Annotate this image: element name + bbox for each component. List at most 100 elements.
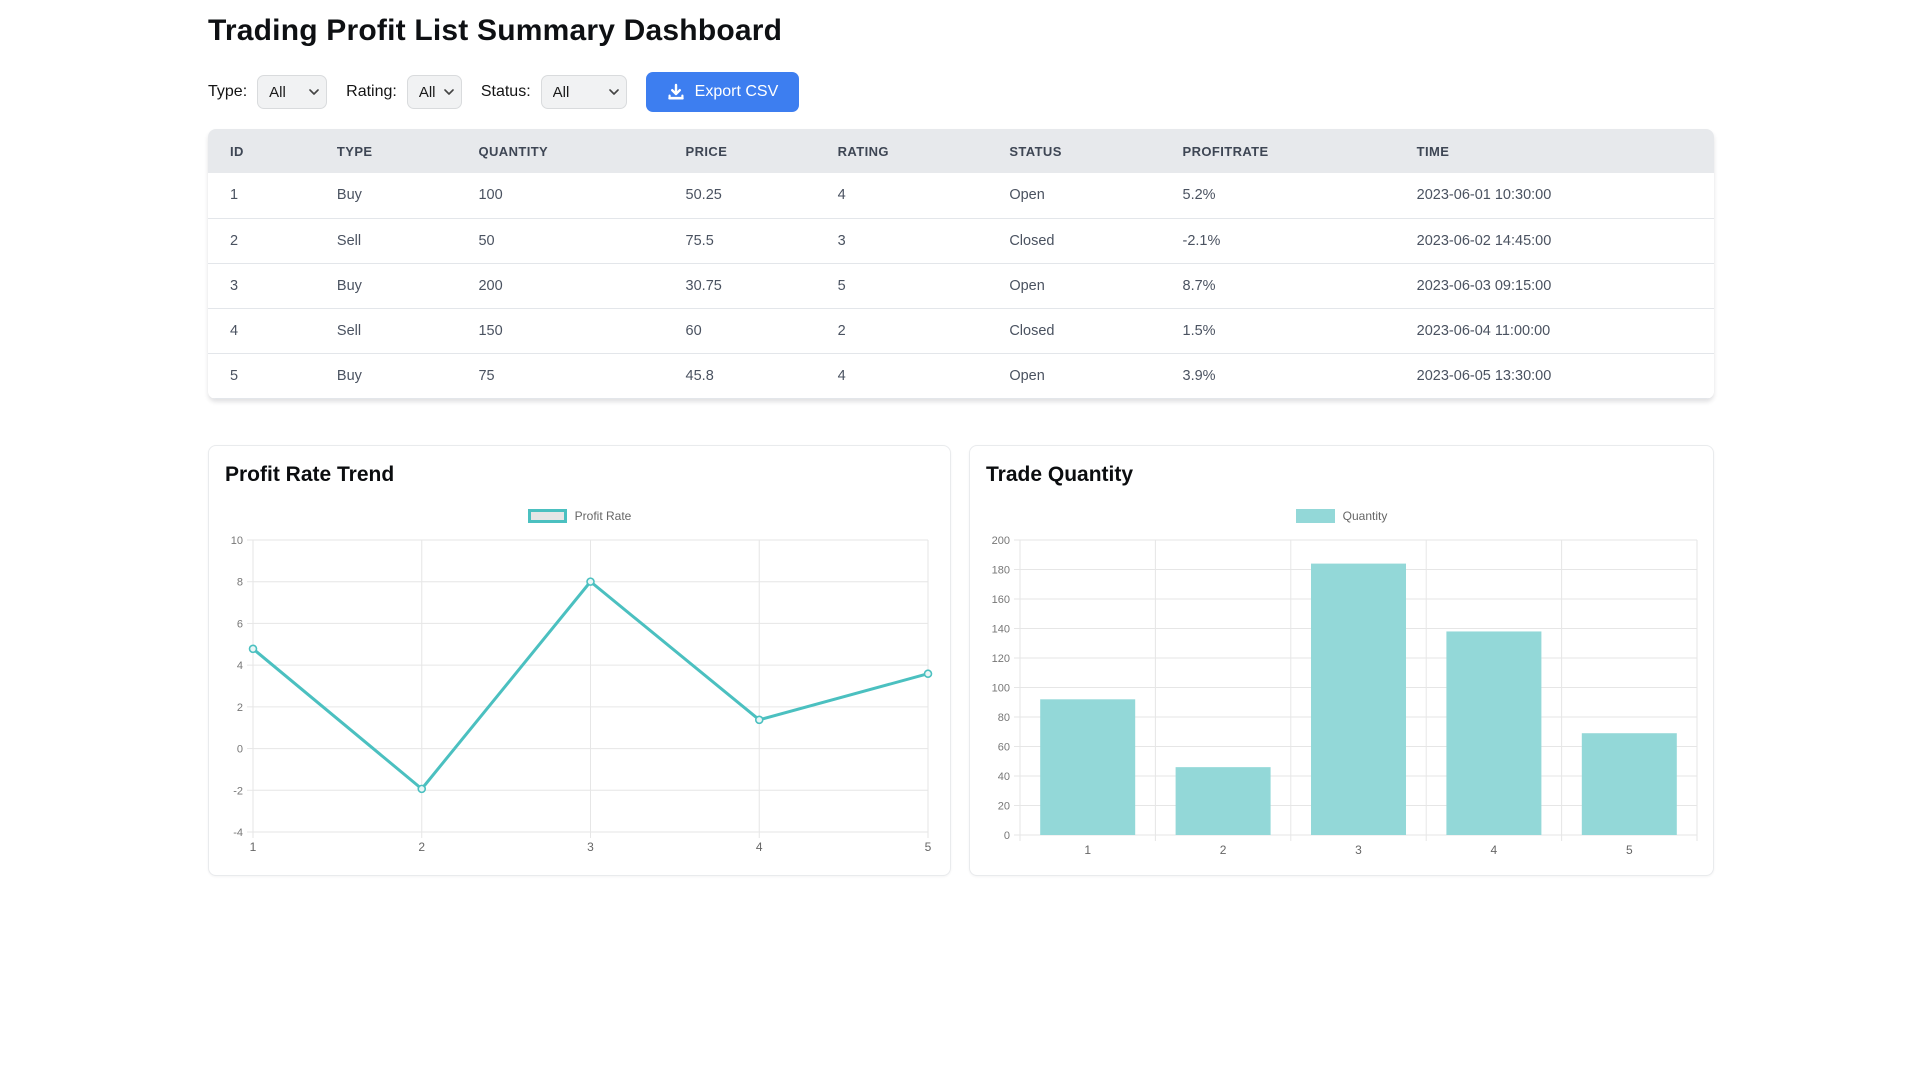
- line-point: [923, 668, 933, 678]
- charts-row: Profit Rate Trend Profit Rate 10 8 6 4 2 0 -2-…: [208, 444, 1714, 876]
- cell-id: 1: [208, 173, 315, 219]
- cell-id: 4: [208, 308, 315, 354]
- status-filter-label: Status:: [480, 83, 531, 100]
- x-tick-label: 4: [1491, 843, 1498, 857]
- cell-time: 2023-06-02 14:45:00: [1394, 218, 1714, 264]
- y-tick-label: 80: [998, 712, 1010, 724]
- cell-profitrate: 8.7%: [1160, 263, 1395, 309]
- export-csv-label: Export CSV: [694, 83, 779, 100]
- type-filter-wrap: All: [257, 75, 328, 109]
- x-tick-label: 3: [587, 840, 594, 854]
- cell-type: Sell: [314, 218, 457, 264]
- download-icon: [667, 83, 684, 100]
- cell-rating: 3: [815, 218, 988, 264]
- x-tick-label: 1: [250, 840, 257, 854]
- status-filter-wrap: All: [540, 75, 627, 109]
- profit-rate-legend-swatch: [527, 508, 567, 523]
- profit-rate-legend-item[interactable]: Profit Rate: [225, 508, 934, 524]
- table-row: 4 Sell 150 60 2 Closed 1.5% 2023-06-04 11:00:00: [208, 308, 1714, 354]
- y-tick-label: 20: [998, 800, 1010, 812]
- quantity-bar: [1311, 563, 1406, 835]
- cell-quantity: 200: [456, 263, 664, 309]
- trade-quantity-chart-title: Trade Quantity: [986, 462, 1134, 486]
- table-row: 2 Sell 50 75.5 3 Closed -2.1% 2023-06-02 14:45:…: [208, 218, 1714, 264]
- quantity-legend-swatch: [1295, 508, 1335, 523]
- trades-table-card: ID TYPE QUANTITY PRICE RATING STATUS PROFITRAT…: [208, 129, 1714, 399]
- y-tick-label: 2: [237, 701, 243, 713]
- type-filter-select[interactable]: All: [257, 75, 328, 109]
- export-csv-button[interactable]: Export CSV: [645, 72, 800, 112]
- y-tick-label: 180: [992, 564, 1010, 576]
- profit-rate-legend-label: Profit Rate: [574, 508, 632, 523]
- column-header-price: PRICE: [663, 129, 816, 173]
- cell-type: Sell: [314, 308, 457, 354]
- rating-filter-wrap: All: [406, 75, 462, 109]
- line-point: [586, 576, 595, 586]
- quantity-bar: [1581, 732, 1677, 835]
- filter-bar: Type: All Rating: All Status: All: [208, 72, 1714, 112]
- line-point: [248, 643, 258, 653]
- quantity-bar: [1040, 698, 1136, 835]
- status-filter-select[interactable]: All: [540, 75, 627, 109]
- x-tick-label: 3: [1355, 843, 1362, 857]
- cell-quantity: 50: [456, 218, 664, 264]
- table-row: 3 Buy 200 30.75 5 Open 8.7% 2023-06-03 09:15:00: [208, 263, 1714, 309]
- line-point: [417, 784, 427, 793]
- cell-status: Closed: [987, 308, 1161, 354]
- cell-time: 2023-06-05 13:30:00: [1394, 353, 1714, 399]
- dashboard-page: Trading Profit List Summary Dashboard Ty…: [208, 0, 1714, 876]
- cell-profitrate: -2.1%: [1160, 218, 1395, 264]
- y-tick-label: 60: [998, 741, 1010, 753]
- table-row: 1 Buy 100 50.25 4 Open 5.2% 2023-06-01 10:30:00: [208, 173, 1714, 219]
- cell-id: 2: [208, 218, 315, 264]
- x-tick-label: 5: [1626, 843, 1633, 857]
- column-header-time: TIME: [1394, 129, 1714, 173]
- y-tick-label: 4: [237, 660, 243, 672]
- x-tick-label: 4: [756, 840, 763, 854]
- cell-price: 75.5: [663, 218, 816, 264]
- y-tick-label: 10: [231, 535, 243, 547]
- profit-rate-line-chart[interactable]: 10 8 6 4 2 0 -2 -4 1 2 3 4 5: [225, 530, 934, 865]
- cell-profitrate: 1.5%: [1160, 308, 1395, 354]
- type-filter-label: Type:: [208, 83, 248, 100]
- cell-price: 45.8: [663, 353, 816, 399]
- cell-status: Open: [987, 353, 1161, 399]
- trade-quantity-card: Trade Quantity Quantity 200 180 160 140 120 1…: [969, 444, 1714, 876]
- trade-quantity-bar-chart[interactable]: 200 180 160 140 120 100 80 60 40 20 0 1 2 3 4 5: [986, 530, 1698, 865]
- quantity-legend-item[interactable]: Quantity: [986, 508, 1697, 524]
- cell-quantity: 75: [456, 353, 664, 399]
- y-tick-label: 100: [992, 682, 1010, 694]
- cell-rating: 5: [815, 263, 988, 309]
- y-tick-label: -2: [233, 785, 243, 797]
- table-row: 5 Buy 75 45.8 4 Open 3.9% 2023-06-05 13:30:00: [208, 353, 1714, 399]
- profit-rate-chart-title: Profit Rate Trend: [225, 462, 395, 486]
- y-tick-label: 140: [992, 623, 1010, 635]
- y-tick-label: 160: [992, 594, 1010, 606]
- cell-profitrate: 5.2%: [1160, 173, 1395, 219]
- cell-time: 2023-06-04 11:00:00: [1394, 308, 1714, 354]
- column-header-type: TYPE: [314, 129, 457, 173]
- cell-time: 2023-06-03 09:15:00: [1394, 263, 1714, 309]
- y-tick-label: 6: [237, 618, 243, 630]
- table-header-row: ID TYPE QUANTITY PRICE RATING STATUS PROFITRAT…: [208, 129, 1714, 173]
- rating-filter-select[interactable]: All: [406, 75, 462, 109]
- cell-type: Buy: [314, 173, 457, 219]
- cell-quantity: 100: [456, 173, 664, 219]
- cell-type: Buy: [314, 353, 457, 399]
- cell-status: Open: [987, 173, 1161, 219]
- cell-type: Buy: [314, 263, 457, 309]
- cell-quantity: 150: [456, 308, 664, 354]
- rating-filter-label: Rating:: [346, 83, 397, 100]
- quantity-legend-label: Quantity: [1342, 508, 1388, 523]
- column-header-id: ID: [208, 129, 315, 173]
- x-tick-label: 2: [418, 840, 425, 854]
- page-title: Trading Profit List Summary Dashboard: [208, 14, 783, 47]
- x-tick-label: 5: [925, 840, 932, 854]
- y-tick-label: 200: [992, 535, 1010, 547]
- trades-table: ID TYPE QUANTITY PRICE RATING STATUS PROFITRAT…: [208, 129, 1714, 399]
- y-tick-label: 8: [237, 576, 243, 588]
- cell-rating: 4: [815, 353, 988, 399]
- quantity-bar: [1175, 766, 1271, 835]
- column-header-rating: RATING: [815, 129, 988, 173]
